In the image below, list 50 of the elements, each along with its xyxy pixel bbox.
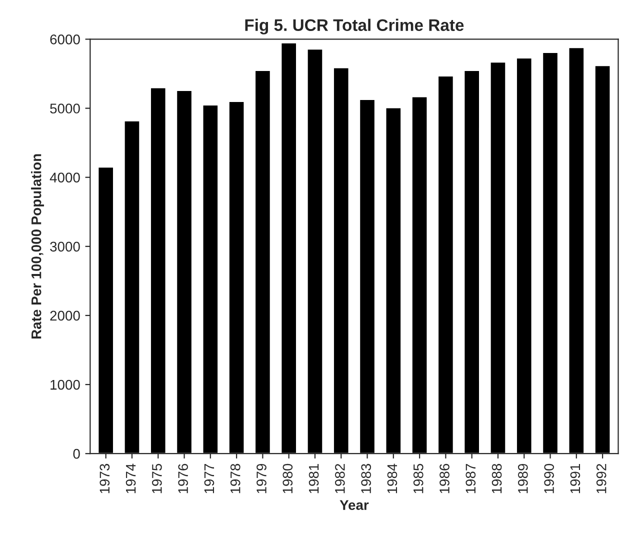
y-tick-label: 2000 bbox=[50, 310, 80, 321]
x-tick-label: 1989 bbox=[518, 464, 528, 494]
bar bbox=[150, 86, 167, 454]
bar bbox=[97, 166, 114, 454]
bar bbox=[332, 66, 350, 454]
x-tick-label: 1974 bbox=[126, 464, 136, 494]
x-tick-label: 1977 bbox=[204, 464, 214, 494]
x-tick-label: 1980 bbox=[282, 464, 293, 494]
x-tick-label: 1992 bbox=[596, 464, 606, 494]
bar bbox=[568, 46, 585, 454]
bar bbox=[254, 70, 272, 454]
bar bbox=[202, 104, 219, 454]
x-tick-label: 1979 bbox=[256, 464, 266, 494]
bar bbox=[176, 90, 193, 454]
y-tick-label: 5000 bbox=[50, 104, 80, 114]
chart-title: Fig 5. UCR Total Crime Rate bbox=[245, 18, 464, 34]
bar bbox=[516, 57, 533, 454]
x-tick-label: 1983 bbox=[361, 464, 371, 494]
x-axis-title: Year bbox=[340, 500, 369, 510]
x-tick-label: 1985 bbox=[413, 464, 424, 494]
x-tick-label: 1986 bbox=[440, 464, 450, 494]
x-tick-label: 1987 bbox=[466, 464, 476, 494]
x-tick-label: 1975 bbox=[152, 464, 162, 494]
bar bbox=[123, 120, 141, 454]
x-tick-label: 1973 bbox=[100, 464, 110, 494]
bar bbox=[280, 42, 298, 454]
x-tick-label: 1981 bbox=[308, 464, 319, 494]
bar bbox=[437, 75, 454, 454]
y-tick-label: 1000 bbox=[50, 380, 80, 390]
bar bbox=[358, 98, 376, 454]
bar bbox=[489, 61, 507, 454]
x-tick-label: 1976 bbox=[178, 464, 188, 494]
bar bbox=[542, 52, 559, 454]
x-tick-label: 1982 bbox=[335, 464, 345, 494]
x-tick-label: 1988 bbox=[492, 464, 502, 494]
y-tick-label: 0 bbox=[73, 448, 80, 459]
x-tick-label: 1978 bbox=[230, 464, 240, 494]
y-axis-title: Rate Per 100,000 Population bbox=[31, 154, 44, 338]
bar bbox=[228, 100, 246, 454]
bar bbox=[594, 64, 612, 454]
y-tick-label: 3000 bbox=[50, 242, 80, 252]
x-tick-label: 1990 bbox=[544, 464, 554, 494]
bar bbox=[384, 106, 402, 454]
x-tick-label: 1991 bbox=[570, 464, 580, 494]
bar bbox=[411, 96, 428, 454]
x-tick-label: 1984 bbox=[387, 464, 398, 494]
bar bbox=[306, 48, 324, 454]
y-tick-label: 6000 bbox=[50, 34, 80, 44]
bar bbox=[463, 70, 480, 454]
y-tick-label: 4000 bbox=[50, 172, 80, 183]
